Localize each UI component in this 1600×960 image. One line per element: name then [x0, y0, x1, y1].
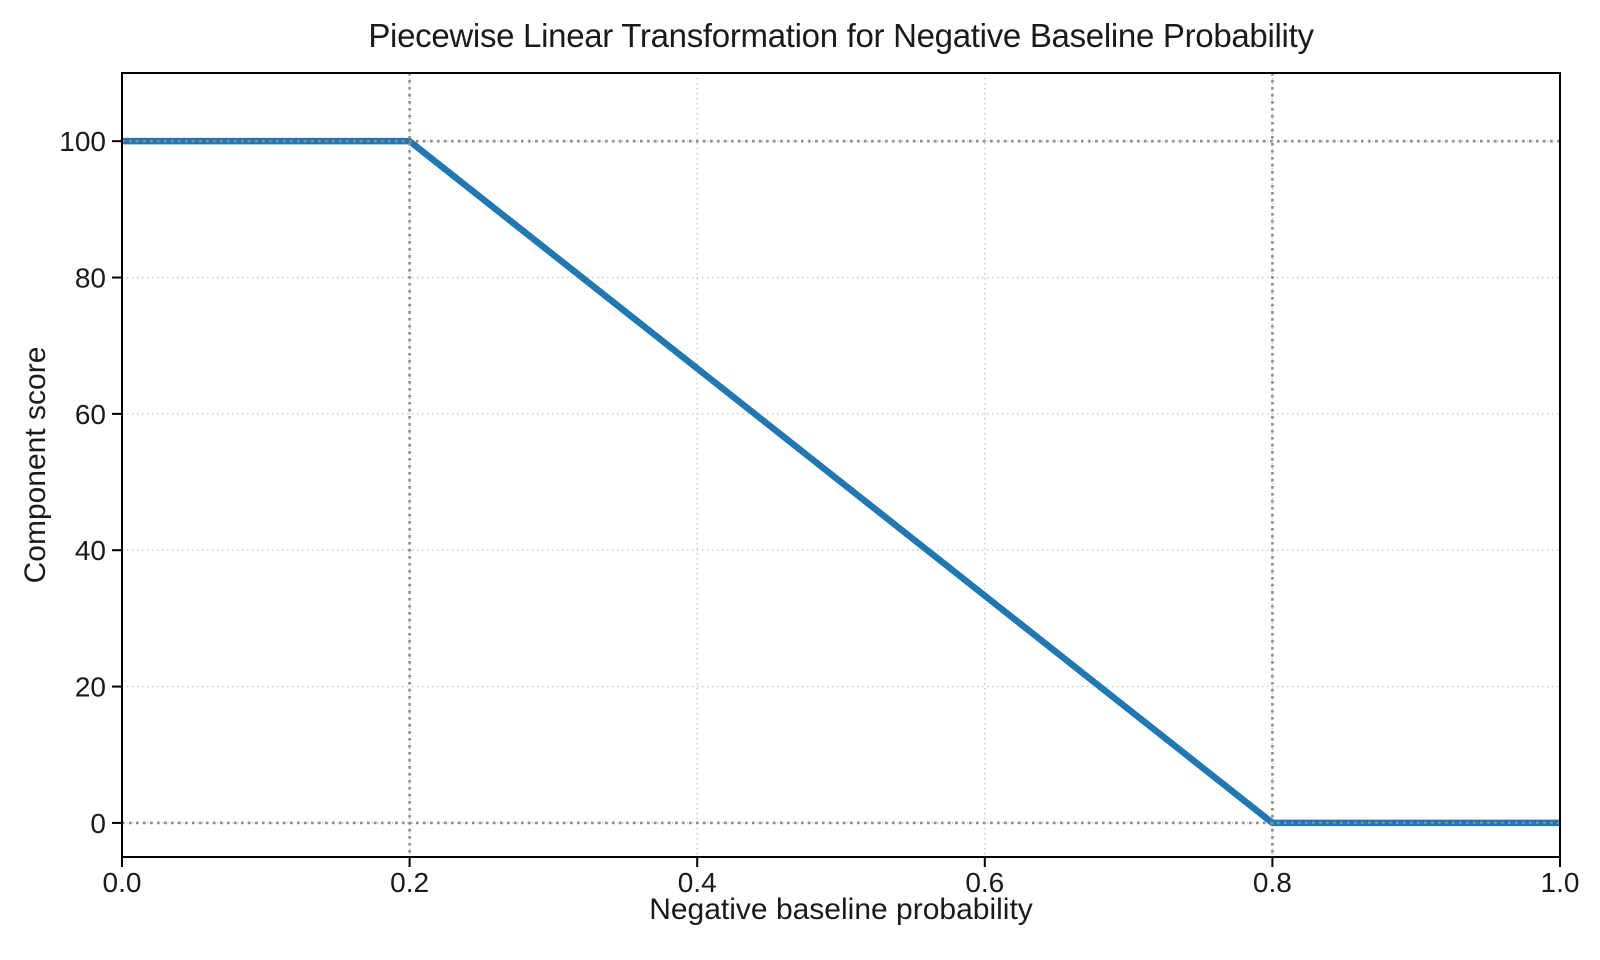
tick-label-layer: 0.0 0.2 0.4 0.6 0.8 1.0 0 20 40 60 80 100 — [59, 126, 1579, 898]
x-tick-label: 0.4 — [678, 867, 717, 898]
grid-layer — [122, 73, 1560, 857]
y-tick-label: 40 — [75, 535, 106, 566]
data-line — [122, 137, 1560, 827]
y-tick-label: 80 — [75, 263, 106, 294]
y-tick-label: 60 — [75, 399, 106, 430]
y-tick-label: 0 — [90, 808, 106, 839]
series-layer — [122, 137, 1560, 827]
axes-layer — [112, 72, 1561, 867]
x-tick-label: 0.8 — [1253, 867, 1292, 898]
x-tick-label: 0.0 — [103, 867, 142, 898]
plot-border — [121, 72, 1561, 858]
chart-title: Piecewise Linear Transformation for Nega… — [368, 17, 1314, 54]
y-axis-label: Component score — [19, 346, 52, 584]
y-tick-label: 20 — [75, 672, 106, 703]
x-tick-label: 0.2 — [390, 867, 429, 898]
reference-lines-layer — [122, 73, 1560, 857]
x-tick-label: 1.0 — [1541, 867, 1580, 898]
x-axis-label: Negative baseline probability — [649, 893, 1033, 926]
x-tick-label: 0.6 — [965, 867, 1004, 898]
y-tick-label: 100 — [59, 126, 106, 157]
